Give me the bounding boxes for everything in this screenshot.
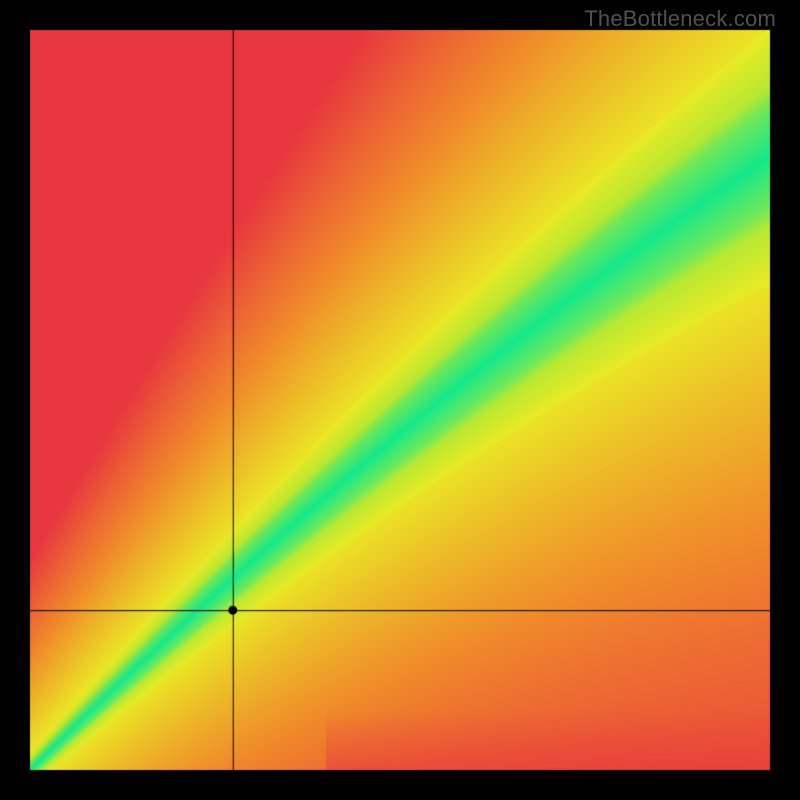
heatmap-canvas	[0, 0, 800, 800]
chart-container: TheBottleneck.com	[0, 0, 800, 800]
watermark-text: TheBottleneck.com	[584, 6, 776, 32]
